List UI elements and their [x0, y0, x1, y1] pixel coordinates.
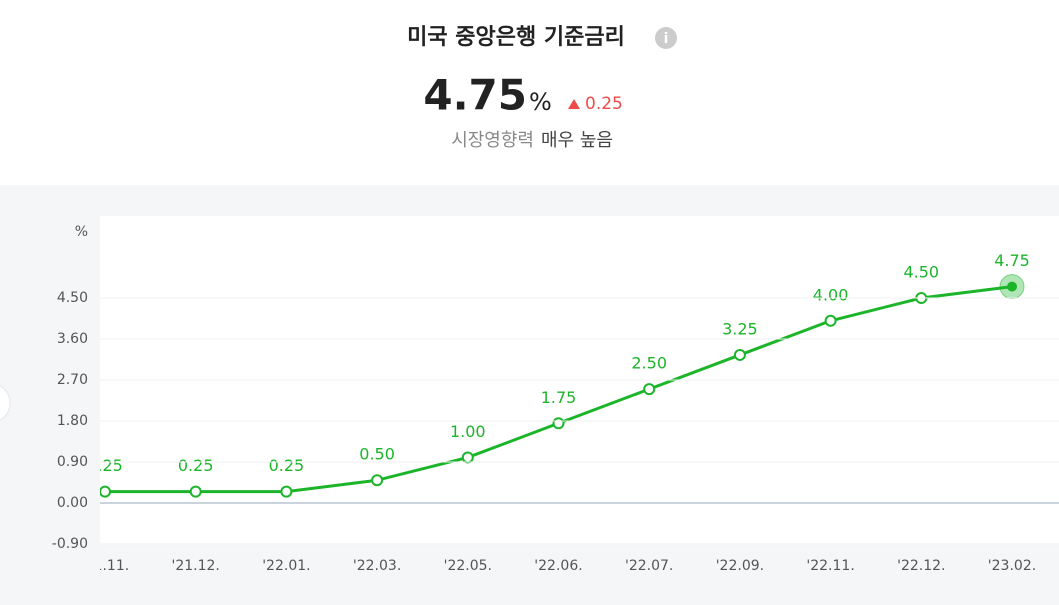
change: 0.25 [585, 94, 623, 114]
title: 미국 중앙은행 기준금리 [407, 25, 625, 50]
point [643, 383, 656, 396]
plot: '21.11. '21.12. '22.01. '22.03. '22.05. '22.0… [81, 251, 1036, 574]
current-value: 4.75 [423, 71, 527, 120]
value-label: 0.50 [359, 445, 395, 464]
point [461, 451, 474, 464]
x-tick-label: '21.12. [172, 558, 220, 574]
x-tick-label: '21.11. [81, 558, 129, 574]
value-label: 4.50 [903, 263, 939, 282]
point [100, 485, 111, 498]
point [280, 485, 293, 498]
value-label: 4.00 [813, 285, 849, 304]
y-tick-label: 4.50 [57, 290, 88, 306]
value-label: 2.50 [631, 354, 667, 373]
info-icon-glyph: i [664, 31, 669, 47]
value-label: 1.75 [541, 388, 577, 407]
up-icon [568, 99, 580, 109]
y-tick-label: 0.90 [57, 454, 88, 470]
x-tick-label: '22.07. [625, 558, 673, 574]
y-tick-label: 0.00 [57, 495, 88, 511]
value-label: 4.75 [994, 251, 1030, 270]
x-tick-label: '22.12. [897, 558, 945, 574]
y-tick-label: 1.80 [57, 413, 88, 429]
info-icon[interactable] [655, 27, 677, 49]
y-tick-label: -0.90 [52, 536, 88, 552]
x-tick-label: '22.06. [534, 558, 582, 574]
influence-label: 시장영향력 [451, 130, 534, 151]
x-tick-label: '22.03. [353, 558, 401, 574]
value-label: 0.25 [269, 456, 305, 475]
current-unit: % [529, 88, 552, 116]
point [824, 314, 837, 327]
value-label: 0.25 [178, 456, 214, 475]
influence-value: 매우 높음 [541, 130, 613, 151]
point [189, 485, 202, 498]
value-label: 3.25 [722, 319, 758, 338]
prev-button[interactable] [0, 383, 11, 423]
x-tick-label: '22.11. [806, 558, 854, 574]
value-label: 0.25 [87, 456, 123, 475]
x-tick-label: '22.05. [444, 558, 492, 574]
point [371, 474, 384, 487]
value-label: 1.00 [450, 422, 486, 441]
y-tick-label: 3.60 [57, 331, 88, 347]
point [1007, 281, 1017, 292]
x-tick-label: '22.09. [716, 558, 764, 574]
point [733, 348, 746, 361]
y-tick-label: 2.70 [57, 372, 88, 388]
point [552, 417, 565, 430]
x-tick-label: '23.02. [988, 558, 1036, 574]
x-tick-label: '22.01. [262, 558, 310, 574]
y-unit: % [75, 224, 88, 240]
